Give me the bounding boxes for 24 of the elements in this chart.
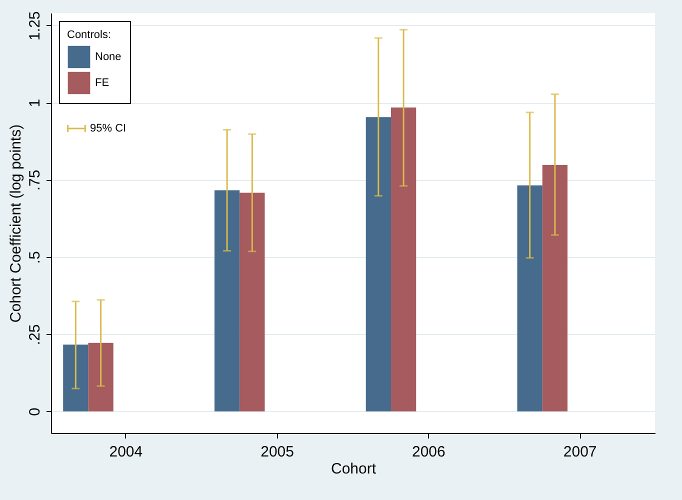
bar (542, 164, 568, 412)
x-tick-label: 2004 (109, 444, 143, 460)
bar (63, 344, 88, 412)
bar (517, 185, 542, 412)
y-tick-label: 1.25 (26, 11, 44, 40)
y-tick-label: .5 (26, 251, 44, 264)
bar (366, 117, 391, 412)
legend-label: None (95, 51, 122, 63)
x-tick-label: 2005 (260, 444, 294, 460)
y-tick-label: 0 (26, 408, 44, 416)
y-tick-label: .75 (26, 170, 44, 191)
bar (214, 190, 240, 412)
y-tick-label: 1 (26, 98, 44, 108)
legend-label: FE (95, 77, 110, 89)
bar (390, 108, 416, 412)
y-tick-label: .25 (26, 324, 44, 346)
legend-title: Controls: (67, 29, 112, 41)
bar (240, 192, 265, 412)
bar (88, 342, 114, 412)
x-axis-title: Cohort (330, 460, 377, 478)
annotation: 95% CI (90, 122, 126, 134)
y-axis-title: Cohort Coefficient (log points) (8, 124, 24, 323)
x-tick-label: 2006 (412, 444, 446, 460)
x-tick-label: 2007 (563, 444, 597, 460)
